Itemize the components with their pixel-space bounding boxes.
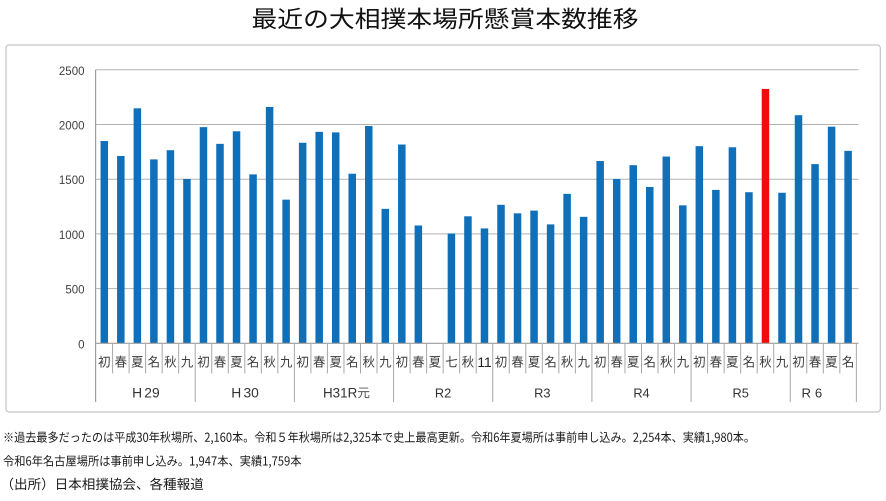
svg-text:1000: 1000 <box>59 230 85 242</box>
svg-text:H30: H 30 <box>231 385 259 400</box>
svg-text:H31R: H31R <box>323 385 358 400</box>
svg-text:R3: R3 <box>534 385 550 400</box>
svg-text:500: 500 <box>65 285 84 297</box>
svg-text:2000: 2000 <box>59 121 85 133</box>
svg-text:R2: R2 <box>435 385 451 400</box>
svg-text:1500: 1500 <box>59 175 85 187</box>
svg-text:R4: R4 <box>633 385 649 400</box>
svg-text:2500: 2500 <box>59 66 85 78</box>
svg-text:R5: R5 <box>733 385 749 400</box>
svg-text:0: 0 <box>78 339 84 351</box>
svg-text:H29: H 29 <box>132 385 160 400</box>
svg-text:11: 11 <box>477 355 491 370</box>
